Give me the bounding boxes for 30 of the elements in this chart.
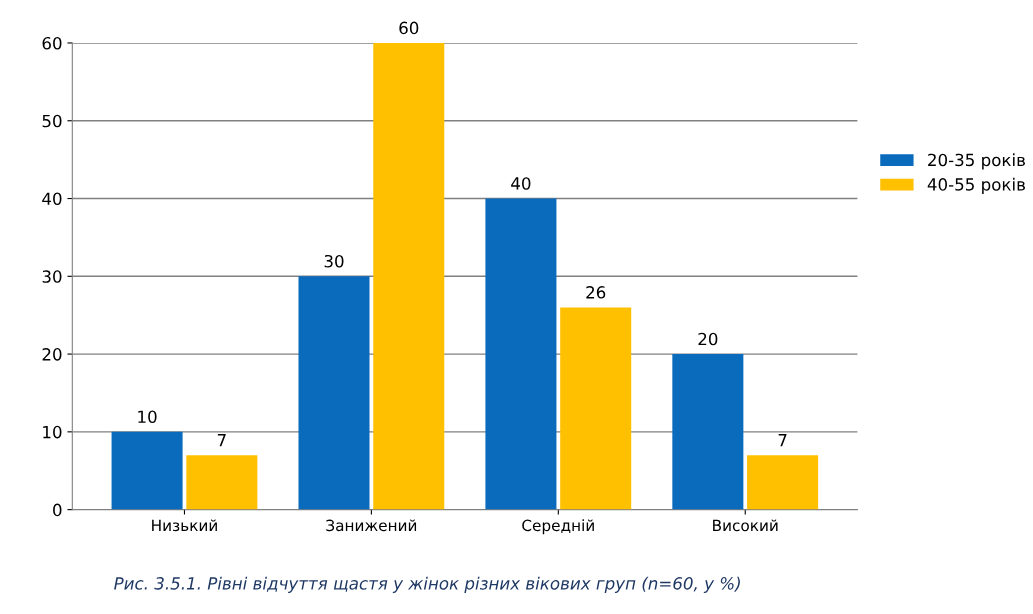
data-label: 60 — [399, 21, 419, 35]
bar — [485, 198, 557, 510]
data-label: 7 — [778, 434, 787, 447]
legend-label: 40-55 років — [927, 177, 1025, 194]
x-tick-label: Низький — [152, 519, 217, 532]
data-label: 10 — [138, 410, 157, 424]
bar — [111, 431, 183, 510]
bar — [747, 455, 819, 510]
data-label: 26 — [586, 286, 606, 299]
y-tick-label: 40 — [42, 192, 62, 206]
bar — [373, 42, 445, 510]
bar — [672, 354, 744, 510]
y-tick-label: 20 — [42, 348, 62, 361]
y-tick-label: 10 — [43, 425, 62, 439]
bar — [186, 455, 258, 510]
x-tick-label: Середній — [522, 519, 594, 535]
x-tick-label: Високий — [713, 519, 778, 532]
legend-label: 20-35 років — [928, 153, 1025, 170]
bar — [298, 276, 370, 510]
y-tick-label: 50 — [42, 114, 62, 128]
data-label: 40 — [511, 177, 531, 190]
data-label: 20 — [698, 332, 718, 346]
y-tick-label: 60 — [42, 36, 62, 50]
y-tick-label: 0 — [53, 503, 62, 517]
y-tick-label: 30 — [42, 270, 62, 283]
x-tick-label: Занижений — [326, 519, 417, 532]
bar — [560, 307, 632, 510]
data-label: 30 — [324, 254, 344, 268]
data-label: 7 — [217, 434, 226, 447]
text: Рис. 3.5.1. Рівні відчуття щастя у жінок різних вікових груп (n=60, у %) — [114, 576, 740, 593]
